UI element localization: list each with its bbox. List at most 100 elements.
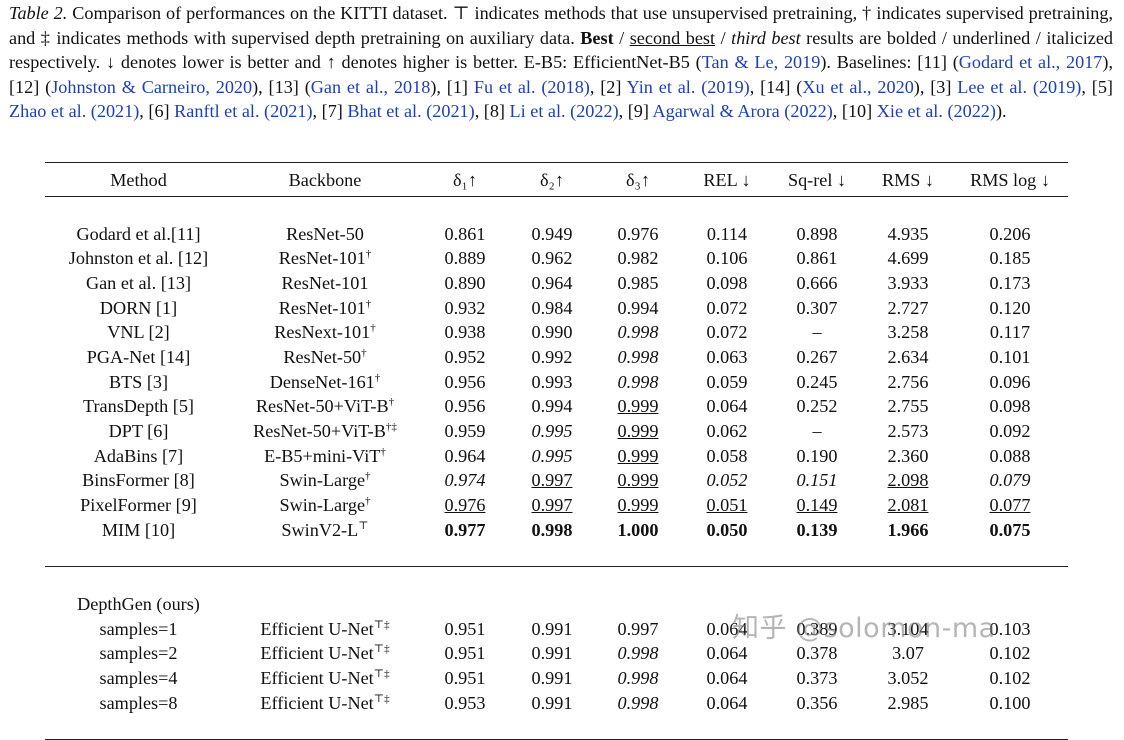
caption-segment: Godard et al., 2017 [958, 52, 1103, 73]
table-row: DPT [6] ResNet-50+ViT-B†‡ 0.959 0.995 0.999 0… [45, 419, 1068, 444]
cell-superscript: † [370, 322, 376, 335]
cell-text: 0.114 [706, 223, 748, 244]
cell-text: 0.356 [796, 692, 838, 713]
cell-text: 0.058 [706, 445, 748, 466]
table-cell: 0.101 [952, 345, 1068, 370]
caption-segment: third best [731, 27, 801, 48]
cell-text: 2.756 [887, 371, 929, 392]
cell-text: 0.139 [796, 519, 838, 540]
caption-segment: , [7] [312, 101, 348, 122]
spacer [512, 715, 592, 740]
table-cell: ResNet-50 [232, 221, 418, 246]
cell-text: 0.861 [444, 223, 486, 244]
table-cell: 0.889 [418, 246, 512, 271]
table-cell: 0.951 [418, 616, 512, 641]
ours-rows: DepthGen (ours) samples=1 Efficient U-Net⊤… [45, 566, 1068, 740]
cell-text: 0.666 [796, 272, 838, 293]
cell-text: 0.938 [444, 322, 486, 343]
table-cell: 0.062 [684, 419, 770, 444]
caption-segment: ). Baselines: [11] ( [820, 52, 959, 73]
table-cell: 0.098 [952, 394, 1068, 419]
table-cell: 3.104 [864, 616, 952, 641]
table-cell: 0.998 [592, 345, 684, 370]
table-cell: 0.190 [770, 443, 864, 468]
spacer [952, 542, 1068, 567]
table-cell: 0.102 [952, 666, 1068, 691]
table-cell: 0.356 [770, 690, 864, 715]
table-row: MIM [10] SwinV2-L⊤ 0.977 0.998 1.000 0.050 0.1… [45, 517, 1068, 542]
caption-segment: ), [3] [913, 76, 958, 97]
spacer-row [45, 715, 1068, 740]
table-cell: 2.727 [864, 295, 952, 320]
baseline-rows: Godard et al.[11] ResNet-50 0.861 0.949 0.97… [45, 197, 1068, 567]
table-cell: 0.990 [512, 320, 592, 345]
table-cell: 0.088 [952, 443, 1068, 468]
table-cell: 0.861 [418, 221, 512, 246]
table-cell: 0.245 [770, 369, 864, 394]
cell-text: 2.727 [887, 297, 929, 318]
cell-text: 4.935 [887, 223, 929, 244]
table-cell: 0.997 [592, 616, 684, 641]
table-cell: 0.991 [512, 616, 592, 641]
table-cell: ResNet-101 [232, 271, 418, 296]
table-cell: 0.998 [592, 320, 684, 345]
table-row: Johnston et al. [12] ResNet-101† 0.889 0.96… [45, 246, 1068, 271]
page-body: Table 2. Comparison of performances on t… [9, 3, 1113, 740]
cell-text: 0.998 [531, 519, 573, 540]
spacer [864, 197, 952, 222]
caption-segment: , [8] [474, 101, 510, 122]
table-row: PixelFormer [9] Swin-Large† 0.976 0.997 0.99… [45, 493, 1068, 518]
cell-text: 0.373 [796, 667, 838, 688]
cell-text: 0.985 [617, 272, 659, 293]
caption-segment: Fu et al. (2018) [473, 76, 590, 97]
table-row: VNL [2] ResNext-101† 0.938 0.990 0.998 0.072 –… [45, 320, 1068, 345]
cell-text: 0.997 [531, 470, 573, 491]
cell-text: 0.998 [617, 371, 659, 392]
cell-text: BinsFormer [8] [82, 470, 195, 491]
table-cell: 0.100 [952, 690, 1068, 715]
table-cell: 0.117 [952, 320, 1068, 345]
cell-superscript: † [365, 248, 372, 261]
table-cell: 0.998 [592, 666, 684, 691]
table-cell: E-B5+mini-ViT† [232, 443, 418, 468]
table-row: samples=1 Efficient U-Net⊤‡ 0.951 0.991 0.99… [45, 616, 1068, 641]
table-cell: Efficient U-Net⊤‡ [232, 641, 418, 666]
table-cell: 0.185 [952, 246, 1068, 271]
cell-text: ResNet-101 [278, 297, 366, 318]
table-cell: ResNet-50† [232, 345, 418, 370]
table-cell: 0.890 [418, 271, 512, 296]
caption-segment: second best [629, 27, 716, 48]
cell-text: 0.976 [617, 223, 659, 244]
header-row: Method Backbone δ₁↑ δ₂↑ δ₃↑ REL ↓ Sq-rel ↓ RMS … [45, 163, 1068, 197]
caption-segment: Agarwal & Arora (2022) [652, 101, 833, 122]
table-cell: 2.756 [864, 369, 952, 394]
table-row: PGA-Net [14] ResNet-50† 0.952 0.992 0.998 0.0… [45, 345, 1068, 370]
table-cell: Efficient U-Net⊤‡ [232, 690, 418, 715]
table-cell: 0.898 [770, 221, 864, 246]
table-cell: 0.861 [770, 246, 864, 271]
cell-text: 0.059 [706, 371, 748, 392]
cell-superscript: † [361, 346, 367, 359]
cell-text: 0.956 [444, 371, 486, 392]
table-cell: 2.634 [864, 345, 952, 370]
cell-text: 0.999 [617, 421, 659, 442]
cell-text: 0.998 [617, 346, 659, 367]
cell-text: 0.991 [531, 643, 573, 664]
table-cell: 0.949 [512, 221, 592, 246]
cell-superscript: † [365, 470, 371, 483]
table-cell: ResNet-101† [232, 295, 418, 320]
table-cell: 0.992 [512, 345, 592, 370]
caption-segment: Gan et al., 2018 [310, 76, 431, 97]
cell-text: 0.861 [796, 248, 838, 269]
cell-superscript: †‡ [385, 421, 397, 434]
table-cell: 4.935 [864, 221, 952, 246]
table-cell: 0.991 [512, 690, 592, 715]
column-header: δ₂↑ [539, 169, 564, 190]
spacer [770, 715, 864, 740]
cell-text: 0.962 [531, 248, 573, 269]
cell-text: 2.360 [887, 445, 929, 466]
table-cell: 0.092 [952, 419, 1068, 444]
cell-text: 0.951 [444, 618, 486, 639]
table-header: Method Backbone δ₁↑ δ₂↑ δ₃↑ REL ↓ Sq-rel ↓ RMS … [45, 162, 1068, 197]
spacer [684, 567, 770, 592]
